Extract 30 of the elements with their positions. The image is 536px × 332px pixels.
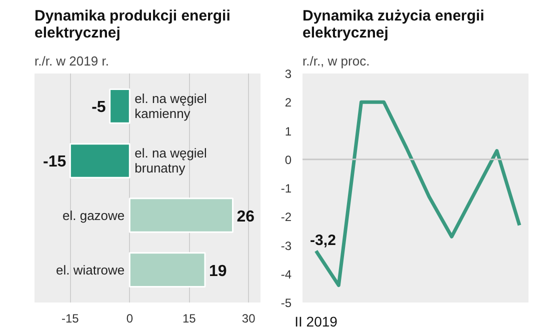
bar [69, 143, 130, 178]
data-label: 19 [208, 262, 227, 280]
bar [128, 198, 234, 233]
chart-title: Dynamika zużycia energii elektrycznej [302, 8, 484, 42]
y-tick-label: 2 [284, 96, 292, 110]
y-tick-label: -1 [280, 182, 292, 196]
y-tick-label: el. gazowe [62, 208, 125, 223]
x-tick-label: II 2019 [294, 314, 338, 330]
x-tick-label: -15 [62, 312, 80, 326]
y-tick-label: 0 [284, 152, 292, 167]
chart-subtitle: r./r. w 2019 r. [34, 54, 109, 68]
y-tick-label: -3 [280, 238, 292, 253]
x-tick-label: 0 [126, 312, 134, 326]
y-tick-label: el. wiatrowe [56, 262, 125, 278]
y-tick-label: -5 [280, 296, 292, 310]
bar [128, 252, 206, 288]
data-label: 26 [236, 208, 255, 226]
data-label: -15 [43, 154, 66, 171]
chart-subtitle: r./r., w proc. [302, 54, 370, 68]
x-tick-label: 15 [182, 312, 196, 326]
bar [109, 88, 130, 124]
y-tick-label: -4 [280, 267, 292, 282]
y-tick-label: el. na węgiel kamienny [134, 91, 208, 122]
chart-title: Dynamika produkcji energii elektrycznej [34, 8, 230, 42]
y-tick-label: 3 [284, 67, 292, 81]
y-tick-label: 1 [284, 124, 292, 138]
y-tick-label: el. na węgiel brunatny [134, 146, 208, 176]
y-tick-label: -2 [280, 210, 292, 224]
data-label: -3,2 [310, 232, 336, 249]
x-tick-label: 30 [242, 312, 256, 326]
